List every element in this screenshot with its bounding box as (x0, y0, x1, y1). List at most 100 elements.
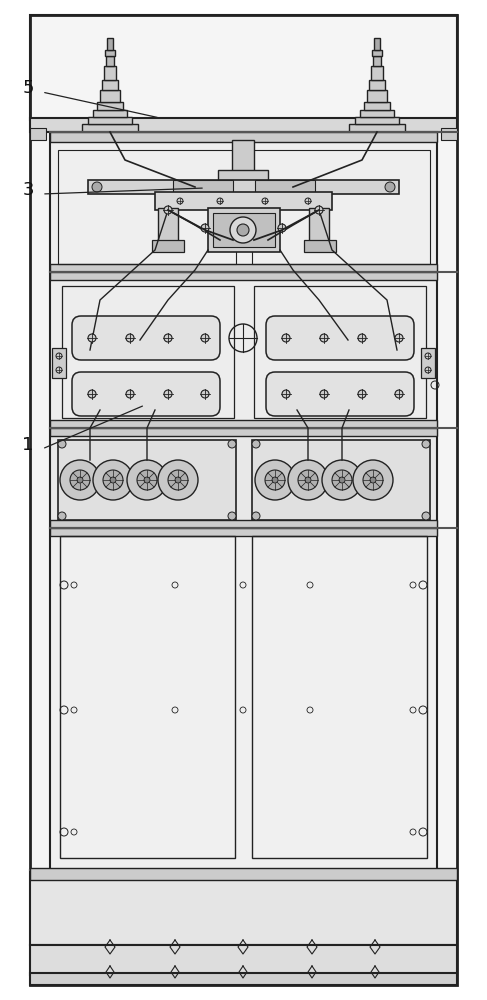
Bar (50, 272, 437, 280)
Bar (252, 440, 430, 520)
Circle shape (228, 440, 236, 448)
Bar (30, 15, 457, 985)
Circle shape (164, 334, 172, 342)
Bar (372, 50, 382, 56)
Circle shape (422, 440, 430, 448)
Bar (58, 440, 236, 520)
Circle shape (126, 390, 134, 398)
Circle shape (385, 182, 395, 192)
Bar (232, 140, 254, 172)
Bar (103, 399, 131, 413)
Bar (30, 870, 457, 945)
Circle shape (288, 460, 328, 500)
Bar (364, 102, 390, 110)
Bar (297, 399, 325, 413)
Bar (309, 208, 329, 244)
Bar (255, 180, 315, 194)
FancyBboxPatch shape (72, 372, 220, 416)
Circle shape (230, 217, 256, 243)
Circle shape (158, 460, 198, 500)
Circle shape (77, 477, 83, 483)
Circle shape (395, 390, 403, 398)
Bar (371, 66, 383, 80)
Bar (369, 80, 385, 90)
Circle shape (137, 470, 157, 490)
Circle shape (395, 334, 403, 342)
Bar (30, 868, 457, 880)
Bar (252, 536, 427, 858)
FancyBboxPatch shape (72, 316, 220, 360)
Bar (367, 90, 387, 102)
Bar (173, 180, 233, 194)
Circle shape (93, 460, 133, 500)
Text: 3: 3 (22, 181, 34, 199)
Circle shape (262, 198, 268, 204)
Bar (105, 50, 115, 56)
Bar (50, 428, 437, 528)
Bar (218, 170, 268, 182)
Circle shape (332, 470, 352, 490)
Circle shape (127, 460, 167, 500)
Bar (82, 124, 138, 132)
Circle shape (175, 477, 181, 483)
Bar (50, 264, 437, 272)
Bar (30, 118, 457, 132)
Bar (50, 520, 437, 528)
Bar (106, 56, 114, 66)
Bar (208, 208, 280, 252)
Circle shape (92, 182, 102, 192)
Circle shape (201, 224, 209, 232)
Bar (88, 180, 399, 194)
Circle shape (168, 470, 188, 490)
Circle shape (201, 334, 209, 342)
Circle shape (217, 198, 223, 204)
Circle shape (58, 440, 66, 448)
Circle shape (298, 470, 318, 490)
Bar (50, 132, 437, 142)
Circle shape (88, 390, 96, 398)
Circle shape (425, 353, 431, 359)
Circle shape (56, 353, 62, 359)
Bar (155, 192, 332, 210)
Bar (100, 90, 120, 102)
Bar (349, 124, 405, 132)
Circle shape (237, 224, 249, 236)
Circle shape (177, 198, 183, 204)
Circle shape (320, 390, 328, 398)
Bar (421, 348, 435, 378)
Bar (107, 38, 113, 50)
Bar (373, 56, 381, 66)
Bar (97, 102, 123, 110)
Circle shape (282, 390, 290, 398)
FancyBboxPatch shape (266, 372, 414, 416)
Text: 5: 5 (22, 79, 34, 97)
Bar (374, 38, 380, 50)
Circle shape (144, 477, 150, 483)
Circle shape (265, 470, 285, 490)
Bar (88, 117, 132, 124)
Bar (30, 973, 457, 985)
Circle shape (358, 390, 366, 398)
Circle shape (305, 477, 311, 483)
Bar (62, 286, 234, 418)
Circle shape (56, 367, 62, 373)
Circle shape (353, 460, 393, 500)
Circle shape (358, 334, 366, 342)
Circle shape (322, 460, 362, 500)
Circle shape (164, 390, 172, 398)
Bar (60, 536, 235, 858)
FancyBboxPatch shape (266, 316, 414, 360)
Bar (360, 110, 394, 117)
Circle shape (422, 512, 430, 520)
Circle shape (88, 334, 96, 342)
Circle shape (60, 460, 100, 500)
Circle shape (164, 206, 172, 214)
Bar (252, 150, 430, 264)
Bar (158, 208, 178, 244)
Circle shape (58, 512, 66, 520)
Bar (50, 428, 437, 436)
Bar (213, 213, 275, 247)
Circle shape (282, 334, 290, 342)
Bar (30, 128, 46, 140)
Bar (155, 399, 183, 413)
